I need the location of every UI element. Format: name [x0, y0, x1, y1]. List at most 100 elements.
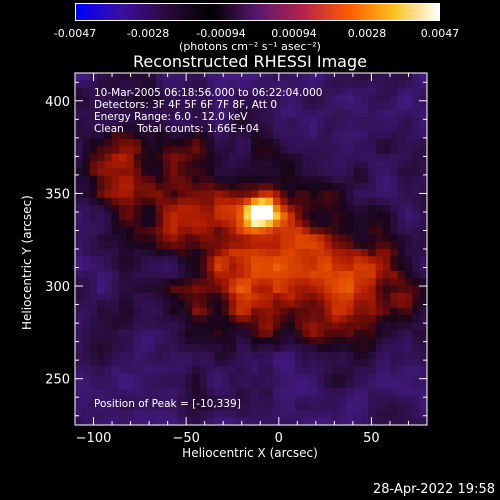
heatmap-cell: [412, 241, 421, 250]
heatmap-cell: [141, 168, 149, 177]
heatmap-cell: [302, 190, 311, 199]
heatmap-cell: [287, 80, 296, 89]
heatmap-cell: [331, 131, 340, 140]
heatmap-cell: [302, 373, 311, 382]
heatmap-cell: [265, 307, 274, 316]
heatmap-cell: [119, 73, 127, 81]
heatmap-cell: [192, 219, 201, 228]
heatmap-cell: [331, 359, 340, 367]
heatmap-cell: [229, 183, 237, 191]
heatmap-cell: [339, 102, 347, 111]
heatmap-cell: [111, 256, 120, 265]
heatmap-cell: [280, 234, 289, 243]
heatmap-cell: [133, 293, 142, 301]
heatmap-cell: [295, 373, 303, 382]
heatmap-cell: [177, 293, 186, 301]
heatmap-cell: [155, 263, 164, 272]
heatmap-cell: [236, 205, 245, 213]
heatmap-cell: [185, 359, 193, 367]
heatmap-cell: [207, 241, 215, 250]
heatmap-cell: [177, 366, 186, 375]
heatmap-cell: [412, 410, 421, 419]
heatmap-cell: [302, 351, 311, 360]
heatmap-cell: [148, 161, 157, 169]
heatmap-cell: [141, 124, 149, 133]
heatmap-cell: [141, 212, 149, 221]
heatmap-cell: [111, 410, 120, 419]
heatmap-cell: [302, 388, 311, 397]
heatmap-cell: [207, 95, 215, 103]
heatmap-cell: [243, 263, 252, 272]
heatmap-cell: [243, 249, 252, 257]
heatmap-cell: [236, 373, 245, 382]
heatmap-cell: [419, 153, 428, 162]
heatmap-cell: [155, 359, 164, 367]
heatmap-cell: [331, 395, 340, 404]
heatmap-cell: [258, 102, 267, 111]
heatmap-cell: [251, 161, 259, 169]
heatmap-cell: [199, 161, 208, 169]
heatmap-cell: [317, 190, 325, 199]
heatmap-cell: [302, 271, 311, 279]
heatmap-cell: [405, 87, 413, 96]
heatmap-cell: [251, 80, 259, 89]
heatmap-cell: [133, 87, 142, 96]
heatmap-cell: [309, 315, 318, 323]
heatmap-cell: [192, 161, 201, 169]
heatmap-cell: [155, 227, 164, 235]
heatmap-cell: [390, 146, 399, 155]
heatmap-cell: [397, 241, 406, 250]
heatmap-cell: [229, 373, 237, 382]
heatmap-cell: [170, 307, 179, 316]
heatmap-cell: [258, 403, 267, 411]
heatmap-cell: [243, 109, 252, 118]
heatmap-cell: [177, 263, 186, 272]
heatmap-cell: [346, 373, 355, 382]
heatmap-cell: [353, 73, 362, 81]
heatmap-cell: [133, 124, 142, 133]
heatmap-cell: [221, 329, 230, 338]
heatmap-cell: [75, 388, 83, 397]
heatmap-cell: [177, 109, 186, 118]
heatmap-cell: [199, 80, 208, 89]
heatmap-cell: [412, 190, 421, 199]
heatmap-cell: [251, 403, 259, 411]
heatmap-cell: [265, 168, 274, 177]
heatmap-cell: [133, 205, 142, 213]
heatmap-cell: [251, 278, 259, 287]
heatmap-cell: [185, 271, 193, 279]
heatmap-cell: [383, 410, 391, 419]
heatmap-cell: [258, 263, 267, 272]
heatmap-cell: [177, 95, 186, 103]
heatmap-cell: [199, 285, 208, 294]
heatmap-cell: [243, 175, 252, 184]
heatmap-cell: [390, 139, 399, 147]
heatmap-cell: [75, 153, 83, 162]
heatmap-cell: [229, 329, 237, 338]
heatmap-cell: [419, 366, 428, 375]
heatmap-cell: [375, 197, 384, 206]
heatmap-cell: [251, 366, 259, 375]
heatmap-cell: [295, 249, 303, 257]
heatmap-cell: [397, 351, 406, 360]
heatmap-cell: [302, 249, 311, 257]
colorbar-tick: 0.00094: [271, 27, 317, 40]
heatmap-cell: [317, 373, 325, 382]
heatmap-cell: [97, 102, 105, 111]
heatmap-cell: [243, 227, 252, 235]
heatmap-cell: [412, 256, 421, 265]
heatmap-cell: [383, 168, 391, 177]
heatmap-cell: [346, 359, 355, 367]
heatmap-cell: [207, 190, 215, 199]
heatmap-cell: [331, 102, 340, 111]
heatmap-cell: [419, 183, 428, 191]
heatmap-cell: [346, 117, 355, 125]
heatmap-cell: [148, 139, 157, 147]
heatmap-cell: [243, 300, 252, 309]
heatmap-cell: [309, 293, 318, 301]
heatmap-cell: [82, 366, 91, 375]
heatmap-cell: [192, 403, 201, 411]
heatmap-cell: [141, 329, 149, 338]
heatmap-cell: [287, 285, 296, 294]
heatmap-cell: [390, 381, 399, 389]
